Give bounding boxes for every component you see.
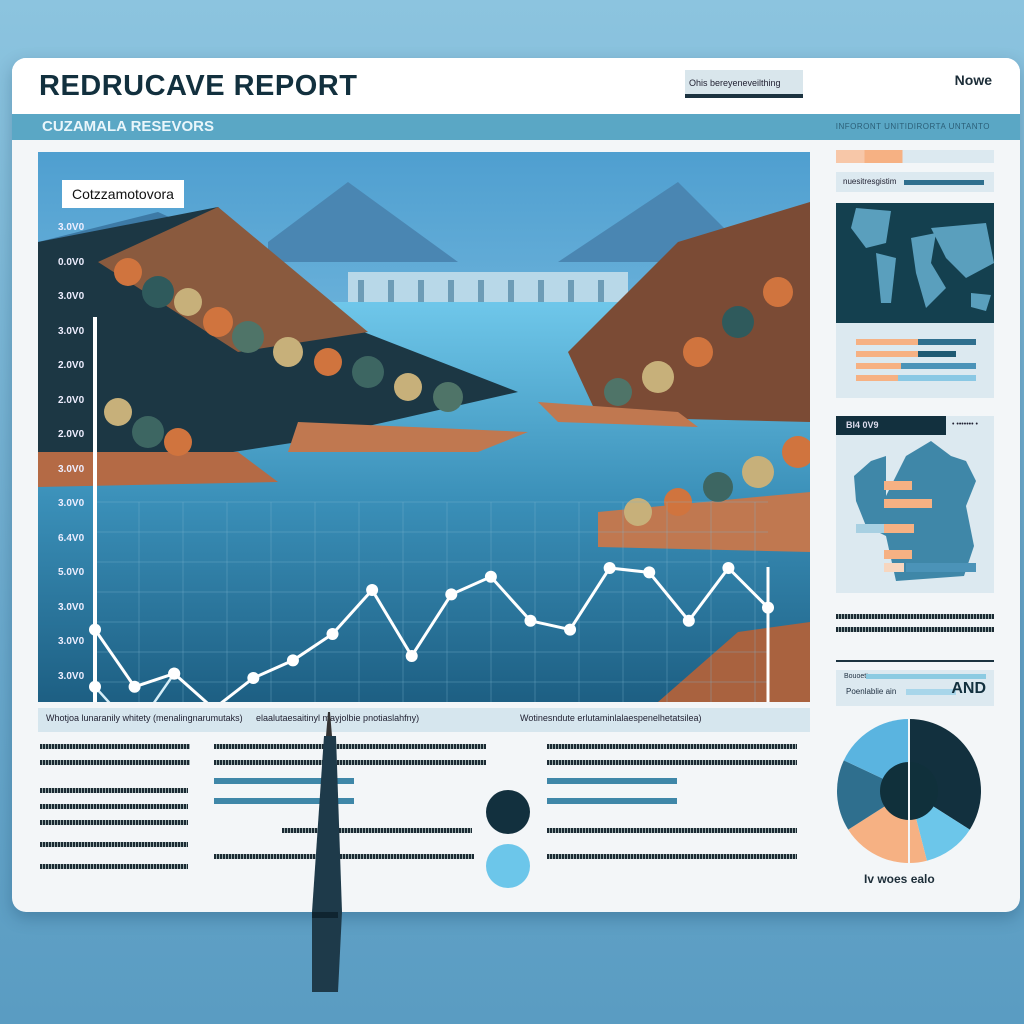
legend-dot-dark xyxy=(486,790,530,834)
series-line-1 xyxy=(93,565,770,702)
y-tick-label: 2.0V0 xyxy=(58,360,85,371)
reservoir-chart: Cotzzamotovora 3.0V0 0.0V0 3.0V0 3.0V0 2.0V0… xyxy=(38,152,810,702)
y-tick-label: 3.0V0 xyxy=(58,636,85,647)
data-point xyxy=(722,562,735,574)
tab-2[interactable]: elaalutaesaitinyl mayjolbie pnotiaslahfn… xyxy=(256,713,420,723)
pie-caption: Iv woes ealo xyxy=(864,872,935,886)
data-point xyxy=(89,680,101,693)
summary-value: AND xyxy=(951,680,986,697)
data-point xyxy=(286,654,299,667)
region-panel: BI4 0V9 • ••••••• • xyxy=(836,416,994,593)
y-tick-label: 5.0V0 xyxy=(58,567,85,578)
region-header: BI4 0V9 xyxy=(836,416,946,435)
report-card: REDRUCAVE REPORT Ohis bereyeneveilthing … xyxy=(12,58,1020,912)
data-point xyxy=(247,672,260,684)
divider xyxy=(836,660,994,662)
subheader-links[interactable]: INFORONT UNITIDIRORTA UNTANTO xyxy=(835,122,990,131)
data-point xyxy=(564,623,577,636)
y-tick-label: 3.0V0 xyxy=(58,222,85,233)
tab-1[interactable]: Whotjoa lunaranily whitety (menalingnaru… xyxy=(46,713,243,723)
search-input[interactable]: Ohis bereyeneveilthing xyxy=(685,70,803,98)
world-map xyxy=(836,203,994,323)
data-point xyxy=(89,623,101,636)
map-bars xyxy=(836,323,994,398)
data-point xyxy=(484,570,497,583)
y-tick-label: 0.0V0 xyxy=(58,256,85,268)
data-point xyxy=(445,588,458,601)
data-point xyxy=(326,628,339,640)
header: REDRUCAVE REPORT Ohis bereyeneveilthing … xyxy=(12,58,1020,114)
pie-slice xyxy=(837,760,909,830)
data-point xyxy=(128,680,141,693)
subheader-bar: CUZAMALA RESEVORS INFORONT UNITIDIRORTA … xyxy=(12,114,1020,140)
progress-bar xyxy=(836,150,994,163)
page-title: REDRUCAVE REPORT xyxy=(39,70,358,102)
tab-3[interactable]: Wotinesndute erlutaminlalaespenelhetatsi… xyxy=(520,713,702,723)
data-point xyxy=(366,584,379,596)
data-point xyxy=(643,566,656,579)
summary-line-2: Poenlablie ain xyxy=(846,687,897,696)
search-label: nuesitresgistim xyxy=(843,177,897,186)
data-point xyxy=(603,562,616,574)
y-tick-label: 3.0V0 xyxy=(58,463,85,475)
data-point xyxy=(168,667,181,680)
nav-link[interactable]: Nowe xyxy=(954,72,992,88)
y-tick-label: 3.0V0 xyxy=(58,670,85,682)
world-map-icon xyxy=(851,208,994,311)
pen-icon xyxy=(312,712,342,992)
y-tick-label: 2.0V0 xyxy=(58,394,85,406)
summary-panel: Bouoetta Poenlablie ain AND xyxy=(836,670,994,706)
tab-bar: Whotjoa lunaranily whitety (menalingnaru… xyxy=(38,708,810,732)
chart-illustration xyxy=(38,152,810,702)
data-point xyxy=(524,614,537,627)
data-point xyxy=(682,614,695,627)
data-point xyxy=(405,650,418,662)
data-point xyxy=(762,601,774,614)
y-tick-label: 3.0V0 xyxy=(58,601,85,613)
y-tick-label: 3.0V0 xyxy=(58,498,85,509)
summary-line-1: Bouoetta xyxy=(844,673,873,680)
region-map-icon xyxy=(854,441,976,581)
y-tick-label: 6.4V0 xyxy=(58,532,85,544)
y-tick-label: 2.0V0 xyxy=(58,429,85,440)
chart-title: Cotzzamotovora xyxy=(62,180,184,208)
pie-chart xyxy=(837,716,981,866)
region-header-right[interactable]: • ••••••• • xyxy=(952,421,978,428)
y-tick-label: 3.0V0 xyxy=(58,291,85,302)
search-panel[interactable]: nuesitresgistim xyxy=(836,172,994,192)
section-title: CUZAMALA RESEVORS xyxy=(42,118,214,135)
y-tick-label: 3.0V0 xyxy=(58,325,85,337)
legend-dot-light xyxy=(486,844,530,888)
series-line-2 xyxy=(94,672,176,702)
